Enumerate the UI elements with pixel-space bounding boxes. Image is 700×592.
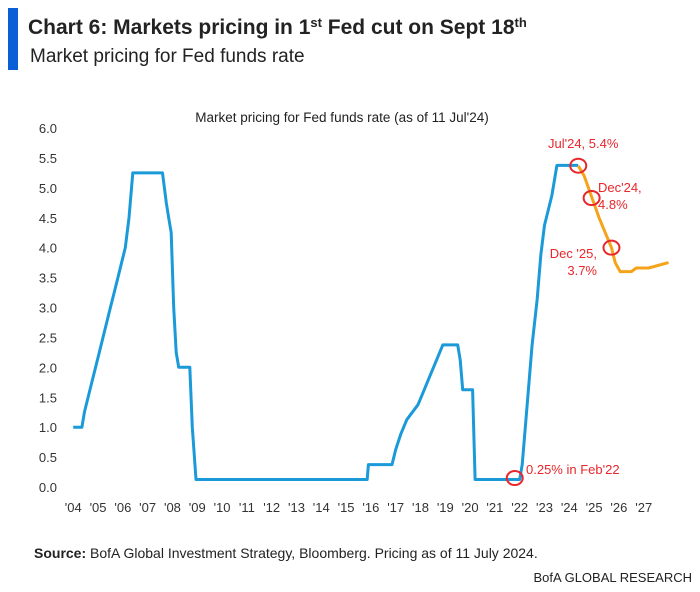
x-tick-label: '19 <box>437 500 454 515</box>
x-tick-label: '10 <box>214 500 231 515</box>
y-tick-label: 0.0 <box>39 480 57 495</box>
x-tick-label: '24 <box>561 500 578 515</box>
x-tick-label: '16 <box>362 500 379 515</box>
annotation-text: Jul'24, 5.4% <box>548 136 619 151</box>
annotation-text: 3.7% <box>567 263 597 278</box>
y-tick-label: 4.5 <box>39 211 57 226</box>
x-tick-label: '22 <box>511 500 528 515</box>
source: Source: BofA Global Investment Strategy,… <box>34 545 538 561</box>
y-tick-label: 2.0 <box>39 360 57 375</box>
y-tick-label: 1.0 <box>39 420 57 435</box>
x-tick-label: '14 <box>313 500 330 515</box>
series-line <box>73 163 579 481</box>
x-tick-label: '13 <box>288 500 305 515</box>
x-tick-label: '06 <box>114 500 131 515</box>
x-tick-label: '25 <box>586 500 603 515</box>
annotation-circle <box>602 239 621 256</box>
source-label: Source: <box>34 545 86 561</box>
x-tick-label: '21 <box>486 500 503 515</box>
x-tick-label: '17 <box>387 500 404 515</box>
x-tick-label: '15 <box>338 500 355 515</box>
title-text: Chart 6: Markets pricing in 1 <box>28 16 311 39</box>
x-tick-label: '12 <box>263 500 280 515</box>
y-tick-label: 3.5 <box>39 271 57 286</box>
annotation-text: 0.25% in Feb'22 <box>526 462 620 477</box>
annotation-text: Dec'24, <box>598 180 642 195</box>
x-tick-label: '23 <box>536 500 553 515</box>
title-superscript: th <box>515 15 527 30</box>
y-tick-label: 2.5 <box>39 330 57 345</box>
y-tick-label: 3.0 <box>39 301 57 316</box>
x-tick-label: '07 <box>139 500 156 515</box>
x-tick-label: '20 <box>462 500 479 515</box>
source-text: BofA Global Investment Strategy, Bloombe… <box>86 545 538 561</box>
chart-title: Chart 6: Markets pricing in 1st Fed cut … <box>28 15 527 40</box>
x-tick-label: '09 <box>189 500 206 515</box>
chart-subtitle: Market pricing for Fed funds rate <box>30 46 305 67</box>
y-tick-label: 1.5 <box>39 390 57 405</box>
y-tick-label: 4.0 <box>39 241 57 256</box>
annotation-text: 4.8% <box>598 197 628 212</box>
y-tick-label: 5.5 <box>39 151 57 166</box>
title-text: Fed cut on Sept 18 <box>322 16 515 39</box>
x-tick-label: '05 <box>90 500 107 515</box>
annotation-circle <box>569 157 588 174</box>
footer: BofA GLOBAL RESEARCH <box>534 570 692 585</box>
x-tick-label: '26 <box>610 500 627 515</box>
x-tick-label: '18 <box>412 500 429 515</box>
x-tick-label: '27 <box>635 500 652 515</box>
annotation-circle <box>582 190 601 207</box>
y-tick-label: 0.5 <box>39 450 57 465</box>
annotation-text: Dec '25, <box>550 246 597 261</box>
x-tick-label: '04 <box>65 500 82 515</box>
title-superscript: st <box>310 15 322 30</box>
plot-title: Market pricing for Fed funds rate (as of… <box>195 110 488 125</box>
y-tick-label: 5.0 <box>39 181 57 196</box>
title-accent <box>8 8 18 70</box>
x-tick-label: '08 <box>164 500 181 515</box>
x-tick-label: '11 <box>239 500 255 515</box>
annotation-circle <box>505 470 524 487</box>
y-tick-label: 6.0 <box>39 121 57 136</box>
